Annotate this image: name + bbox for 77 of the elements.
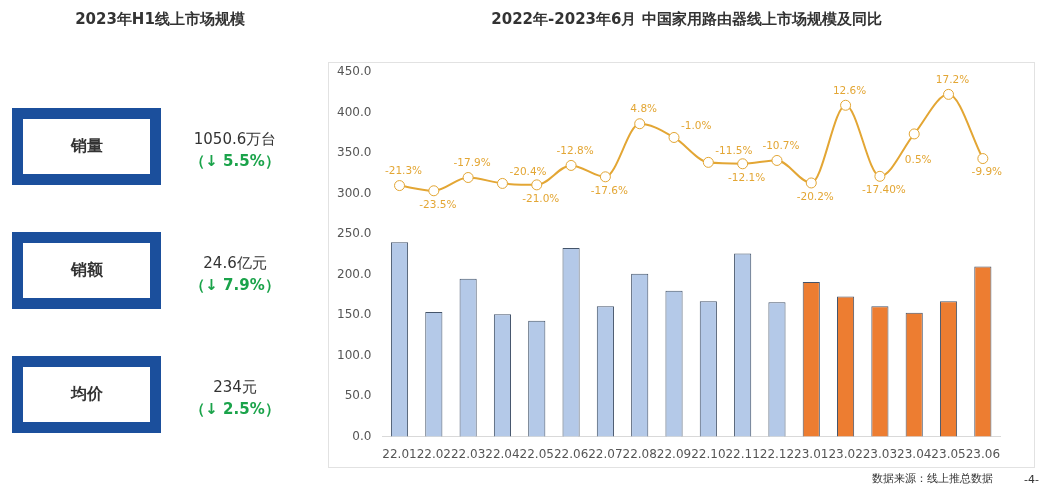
x-tick-label: 23.03 xyxy=(862,446,898,461)
x-tick-label: 22.10 xyxy=(691,446,726,461)
y-tick-label: 0.0 xyxy=(352,428,372,443)
data-label: -11.5% xyxy=(715,144,753,157)
text: -4- xyxy=(1024,473,1039,486)
point xyxy=(531,179,543,191)
y-tick-label: 350.0 xyxy=(336,145,372,160)
data-label: 4.8% xyxy=(630,102,658,115)
y-tick-label: 150.0 xyxy=(336,307,372,322)
point xyxy=(634,118,646,130)
y-tick-label: 100.0 xyxy=(336,347,372,362)
data-label: -21.3% xyxy=(384,164,423,177)
x-tick-label: 22.12 xyxy=(759,446,795,461)
point xyxy=(394,180,406,192)
y-tick-label: 50.0 xyxy=(344,388,372,403)
data-label: -17.9% xyxy=(453,156,491,169)
data-label: -12.1% xyxy=(728,170,766,183)
point xyxy=(462,172,474,184)
point xyxy=(565,159,577,171)
chart-title: 2022年-2023年6月 中国家用路由器线上市场规模及同比 xyxy=(490,10,883,29)
data-label: 17.2% xyxy=(935,73,970,86)
x-tick-label: 23.06 xyxy=(965,446,1001,461)
point xyxy=(874,170,886,182)
point xyxy=(908,128,920,140)
data-label: 0.5% xyxy=(904,152,932,165)
text: 234元 xyxy=(212,377,258,398)
text: （↓ 2.5%） xyxy=(189,399,281,420)
x-tick-label: 22.09 xyxy=(656,446,692,461)
point xyxy=(496,177,508,189)
data-label: -17.6% xyxy=(590,183,628,196)
x-tick-label: 22.08 xyxy=(622,446,657,461)
data-label: -23.5% xyxy=(419,197,457,210)
point xyxy=(428,185,440,197)
x-tick-label: 22.05 xyxy=(519,446,554,461)
point xyxy=(668,131,680,143)
x-tick-label: 22.04 xyxy=(485,446,520,461)
y-tick-label: 400.0 xyxy=(336,104,372,119)
x-tick-label: 23.01 xyxy=(794,446,829,461)
point xyxy=(943,88,955,100)
data-label: -9.9% xyxy=(971,165,1003,178)
x-tick-label: 23.04 xyxy=(897,446,932,461)
text: 销量 xyxy=(12,108,161,185)
text: 均价 xyxy=(12,356,161,433)
x-tick-label: 22.03 xyxy=(450,446,486,461)
data-label: -17.40% xyxy=(861,183,906,196)
point xyxy=(771,154,783,166)
data-label: -20.4% xyxy=(509,165,547,178)
y-tick-label: 250.0 xyxy=(336,226,372,241)
text: 1050.6万台 xyxy=(192,129,278,150)
data-label: 12.6% xyxy=(832,84,867,96)
text: 销额 xyxy=(12,232,161,309)
y-tick-label: 200.0 xyxy=(336,266,372,281)
x-tick-label: 22.06 xyxy=(553,446,589,461)
data-label: -21.0% xyxy=(522,191,560,204)
data-label: -1.0% xyxy=(681,119,712,132)
y-tick-label: 450.0 xyxy=(336,64,372,79)
point xyxy=(840,99,852,111)
point xyxy=(599,171,611,183)
data-label: -12.8% xyxy=(556,144,594,157)
x-tick-label: 23.05 xyxy=(931,446,966,461)
text: 2023年H1线上市场规模 xyxy=(74,10,246,29)
data-label: -20.2% xyxy=(796,189,834,202)
x-tick-label: 22.01 xyxy=(382,446,417,461)
x-tick-label: 22.07 xyxy=(588,446,623,461)
point xyxy=(977,153,989,165)
source-note: 数据来源：线上推总数据 xyxy=(872,471,993,486)
text: 24.6亿元 xyxy=(202,253,268,274)
data-label: -10.7% xyxy=(762,139,800,152)
text: （↓ 7.9%） xyxy=(189,275,281,296)
point xyxy=(702,156,714,168)
x-tick-label: 22.02 xyxy=(416,446,451,461)
text: （↓ 5.5%） xyxy=(189,151,281,172)
x-tick-label: 22.11 xyxy=(725,446,760,461)
x-tick-label: 23.02 xyxy=(828,446,863,461)
y-tick-label: 300.0 xyxy=(336,185,372,200)
point xyxy=(805,177,817,189)
point xyxy=(737,158,749,170)
